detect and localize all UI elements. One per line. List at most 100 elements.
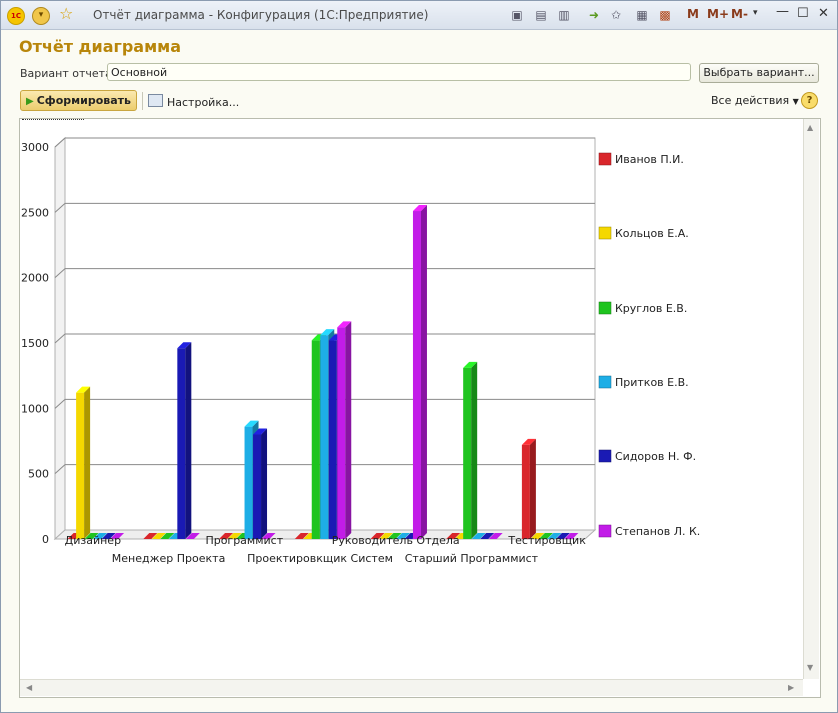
bar-top bbox=[244, 420, 259, 427]
bar-zero bbox=[378, 533, 393, 539]
bar-zero bbox=[488, 533, 503, 539]
print-icon[interactable]: ▤ bbox=[535, 8, 547, 22]
legend-label: Степанов Л. К. bbox=[615, 525, 700, 538]
main-menu-icon[interactable]: ▾ bbox=[32, 7, 50, 25]
legend-swatch bbox=[598, 226, 612, 240]
chevron-down-icon: ▼ bbox=[792, 97, 799, 106]
x-tick-label: Тестировщик bbox=[507, 534, 586, 547]
page-title: Отчёт диаграмма bbox=[19, 37, 182, 56]
legend-swatch bbox=[598, 152, 612, 166]
bar-zero bbox=[219, 533, 234, 539]
bar-zero bbox=[538, 533, 553, 539]
bar-top bbox=[320, 329, 335, 336]
bar-zero bbox=[530, 533, 545, 539]
scroll-right-icon[interactable]: ▶ bbox=[788, 683, 795, 692]
horizontal-scrollbar[interactable]: ◀ ▶ bbox=[20, 679, 803, 696]
bar-top bbox=[412, 205, 427, 212]
calculator-icon[interactable]: ▦ bbox=[636, 8, 648, 22]
y-tick-label: 1000 bbox=[21, 402, 49, 415]
scroll-up-icon[interactable]: ▲ bbox=[807, 123, 814, 132]
toolbar-separator bbox=[142, 92, 143, 110]
bar-top bbox=[76, 386, 91, 393]
bar-side bbox=[420, 205, 427, 539]
legend-label: Круглов Е.В. bbox=[615, 302, 687, 315]
legend-swatch bbox=[598, 375, 612, 389]
bar-zero bbox=[143, 533, 158, 539]
bar bbox=[320, 335, 329, 539]
legend-label: Иванов П.И. bbox=[615, 153, 684, 166]
cell-selection-marker bbox=[22, 119, 84, 122]
vertical-scrollbar[interactable]: ▲ ▼ bbox=[803, 119, 819, 679]
bar-top bbox=[463, 361, 478, 368]
all-actions-menu[interactable]: Все действия ▼ bbox=[711, 94, 799, 107]
scroll-down-icon[interactable]: ▼ bbox=[807, 663, 814, 672]
generate-button-label: Сформировать bbox=[36, 94, 131, 107]
close-icon[interactable]: ✕ bbox=[818, 6, 829, 21]
bar bbox=[244, 426, 253, 539]
x-tick-label: Руководитель Отдела bbox=[332, 534, 460, 547]
bar-top bbox=[337, 321, 352, 328]
bar bbox=[311, 340, 320, 539]
x-tick-label: Менеджер Проекта bbox=[112, 552, 226, 565]
memory-m-button[interactable]: M bbox=[687, 7, 699, 21]
bar-zero bbox=[227, 533, 242, 539]
generate-button[interactable]: ▶ Сформировать bbox=[20, 90, 137, 111]
go-forward-icon[interactable]: ➜ bbox=[588, 8, 600, 22]
gridline-side bbox=[54, 398, 66, 409]
choose-variant-button[interactable]: Выбрать вариант... bbox=[699, 63, 819, 83]
legend-swatch bbox=[598, 524, 612, 538]
y-tick-label: 2000 bbox=[21, 272, 49, 285]
play-icon: ▶ bbox=[26, 96, 34, 107]
bar-zero bbox=[370, 533, 385, 539]
legend-swatch bbox=[598, 449, 612, 463]
bar bbox=[253, 434, 262, 539]
gridline-side bbox=[54, 333, 66, 344]
bar bbox=[463, 367, 472, 539]
bar bbox=[177, 348, 186, 539]
bar-zero bbox=[555, 533, 570, 539]
maximize-icon[interactable]: ☐ bbox=[797, 6, 809, 21]
bar-zero bbox=[446, 533, 461, 539]
minimize-icon[interactable]: — bbox=[776, 4, 789, 19]
scroll-left-icon[interactable]: ◀ bbox=[26, 683, 33, 692]
add-favorite-icon[interactable]: ✩ bbox=[610, 8, 622, 22]
bar-zero bbox=[387, 533, 402, 539]
dropdown-arrow-icon[interactable]: ▾ bbox=[753, 8, 758, 18]
x-tick-label: Старший Программист bbox=[405, 552, 539, 565]
y-tick-label: 3000 bbox=[21, 141, 49, 154]
bar-zero bbox=[395, 533, 410, 539]
save-icon[interactable]: ▣ bbox=[511, 8, 523, 22]
gridline-side bbox=[54, 137, 66, 148]
settings-label: Настройка... bbox=[167, 96, 240, 109]
gridline-side bbox=[54, 202, 66, 213]
variant-field[interactable]: Основной bbox=[107, 63, 691, 81]
bar bbox=[76, 392, 85, 539]
bar-zero bbox=[101, 533, 116, 539]
calendar-icon[interactable]: ▩ bbox=[659, 8, 671, 22]
settings-button[interactable]: Настройка... bbox=[148, 94, 239, 109]
print-preview-icon[interactable]: ▥ bbox=[558, 8, 570, 22]
bar-zero bbox=[564, 533, 579, 539]
bar-side bbox=[261, 428, 268, 539]
bar-top bbox=[177, 342, 192, 349]
app-logo-icon[interactable]: 1С bbox=[7, 7, 25, 25]
window-title: Отчёт диаграмма - Конфигурация (1С:Предп… bbox=[93, 8, 429, 22]
memory-m-minus-button[interactable]: M- bbox=[731, 7, 748, 21]
x-tick-label: Проектировкщик Систем bbox=[247, 552, 393, 565]
bar bbox=[337, 327, 346, 539]
y-tick-label: 2500 bbox=[21, 206, 49, 219]
memory-m-plus-button[interactable]: M+ bbox=[707, 7, 729, 21]
x-tick-label: Программист bbox=[205, 534, 283, 547]
bar bbox=[328, 340, 337, 539]
favorites-star-icon[interactable]: ☆ bbox=[59, 4, 74, 23]
bar-zero bbox=[160, 533, 175, 539]
legend-label: Сидоров Н. Ф. bbox=[615, 450, 696, 463]
bar-zero bbox=[471, 533, 486, 539]
y-tick-label: 500 bbox=[28, 468, 49, 481]
bar-side bbox=[345, 321, 352, 539]
bar-zero bbox=[185, 533, 200, 539]
variant-label: Вариант отчета: bbox=[20, 67, 116, 80]
help-icon[interactable]: ? bbox=[801, 92, 818, 109]
